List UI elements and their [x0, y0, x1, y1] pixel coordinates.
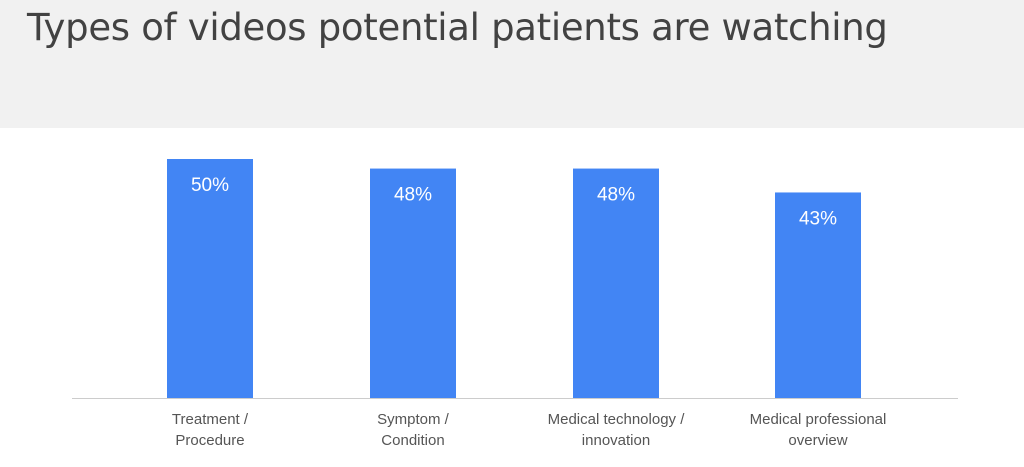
- category-label-3-line-2: innovation: [582, 432, 650, 449]
- data-label-1: 50%: [191, 175, 229, 196]
- bar-3: [573, 168, 659, 398]
- category-label-4-line-1: Medical professional: [750, 411, 887, 428]
- bar-1: [167, 159, 253, 398]
- category-label-2-line-2: Condition: [381, 432, 444, 449]
- category-label-1-line-2: Procedure: [175, 432, 244, 449]
- data-label-2: 48%: [394, 185, 432, 206]
- bar-2: [370, 168, 456, 398]
- category-label-4-line-2: overview: [788, 432, 847, 449]
- header-band: [0, 0, 1024, 128]
- category-label-1-line-1: Treatment /: [172, 411, 249, 428]
- data-label-4: 43%: [799, 208, 837, 229]
- bar-4: [775, 192, 861, 398]
- category-label-2-line-1: Symptom /: [377, 411, 450, 428]
- chart-title: Types of videos potential patients are w…: [27, 6, 888, 49]
- data-label-3: 48%: [597, 185, 635, 206]
- category-label-3-line-1: Medical technology /: [548, 411, 686, 428]
